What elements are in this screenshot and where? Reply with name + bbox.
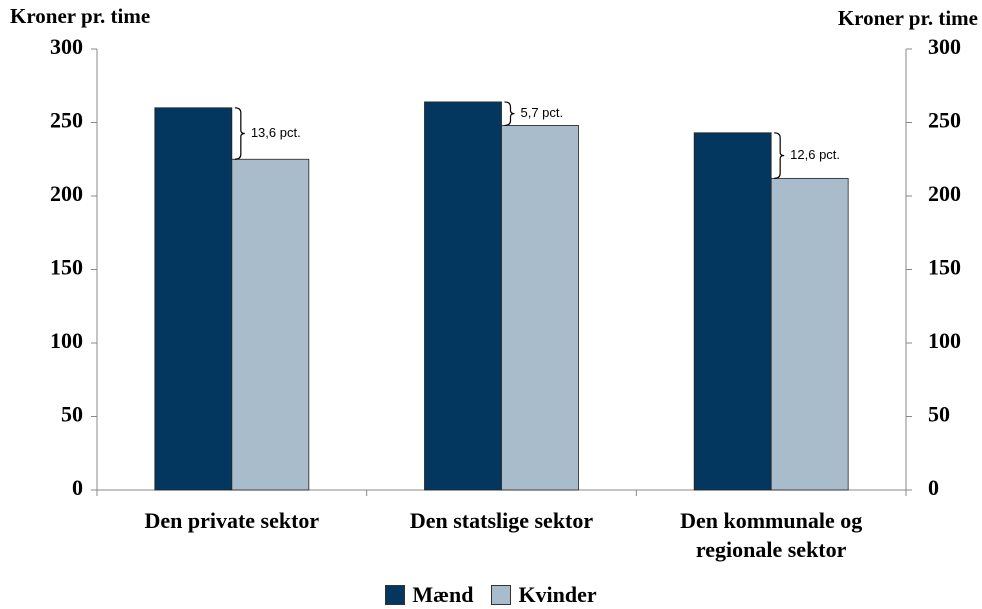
annotation: 13,6 pct. (251, 125, 301, 140)
gap-brace (774, 132, 785, 179)
bar (424, 101, 502, 491)
bar (231, 158, 310, 491)
x-tick-label: Den private sektor (144, 508, 320, 533)
y2-tick-label: 150 (928, 255, 961, 280)
y2-tick-label: 0 (928, 475, 939, 500)
legend-item: Mænd (385, 582, 473, 608)
y-tick-label: 50 (61, 402, 83, 427)
legend-label: Kvinder (518, 582, 597, 607)
y2-tick-label: 100 (928, 328, 961, 353)
y2-tick-label: 200 (928, 181, 961, 206)
y-axis-label: Kroner pr. time (10, 4, 150, 28)
y2-axis-label: Kroner pr. time (838, 6, 978, 30)
y2-tick-label: 300 (928, 34, 961, 59)
bar (154, 107, 233, 491)
gap-brace (504, 101, 515, 127)
legend-item: Kvinder (491, 582, 597, 608)
y-tick-label: 150 (50, 255, 83, 280)
legend-label: Mænd (412, 582, 474, 607)
y-tick-label: 100 (50, 328, 83, 353)
bar (501, 125, 579, 491)
gap-brace (234, 107, 245, 160)
legend-swatch (491, 585, 512, 605)
annotation: 5,7 pct. (521, 105, 564, 120)
x-tick-label: Den kommunale og regionale sektor (680, 508, 863, 562)
bar (770, 177, 849, 491)
legend-swatch (385, 585, 406, 605)
y-tick-label: 250 (50, 108, 83, 133)
y-tick-label: 0 (72, 475, 83, 500)
bar (693, 132, 772, 491)
y-tick-label: 300 (50, 34, 83, 59)
y2-tick-label: 250 (928, 108, 961, 133)
y2-tick-label: 50 (928, 402, 950, 427)
y-tick-label: 200 (50, 181, 83, 206)
annotation: 12,6 pct. (790, 147, 840, 162)
legend: Mænd Kvinder (0, 582, 982, 608)
x-tick-label: Den statslige sektor (409, 508, 594, 533)
